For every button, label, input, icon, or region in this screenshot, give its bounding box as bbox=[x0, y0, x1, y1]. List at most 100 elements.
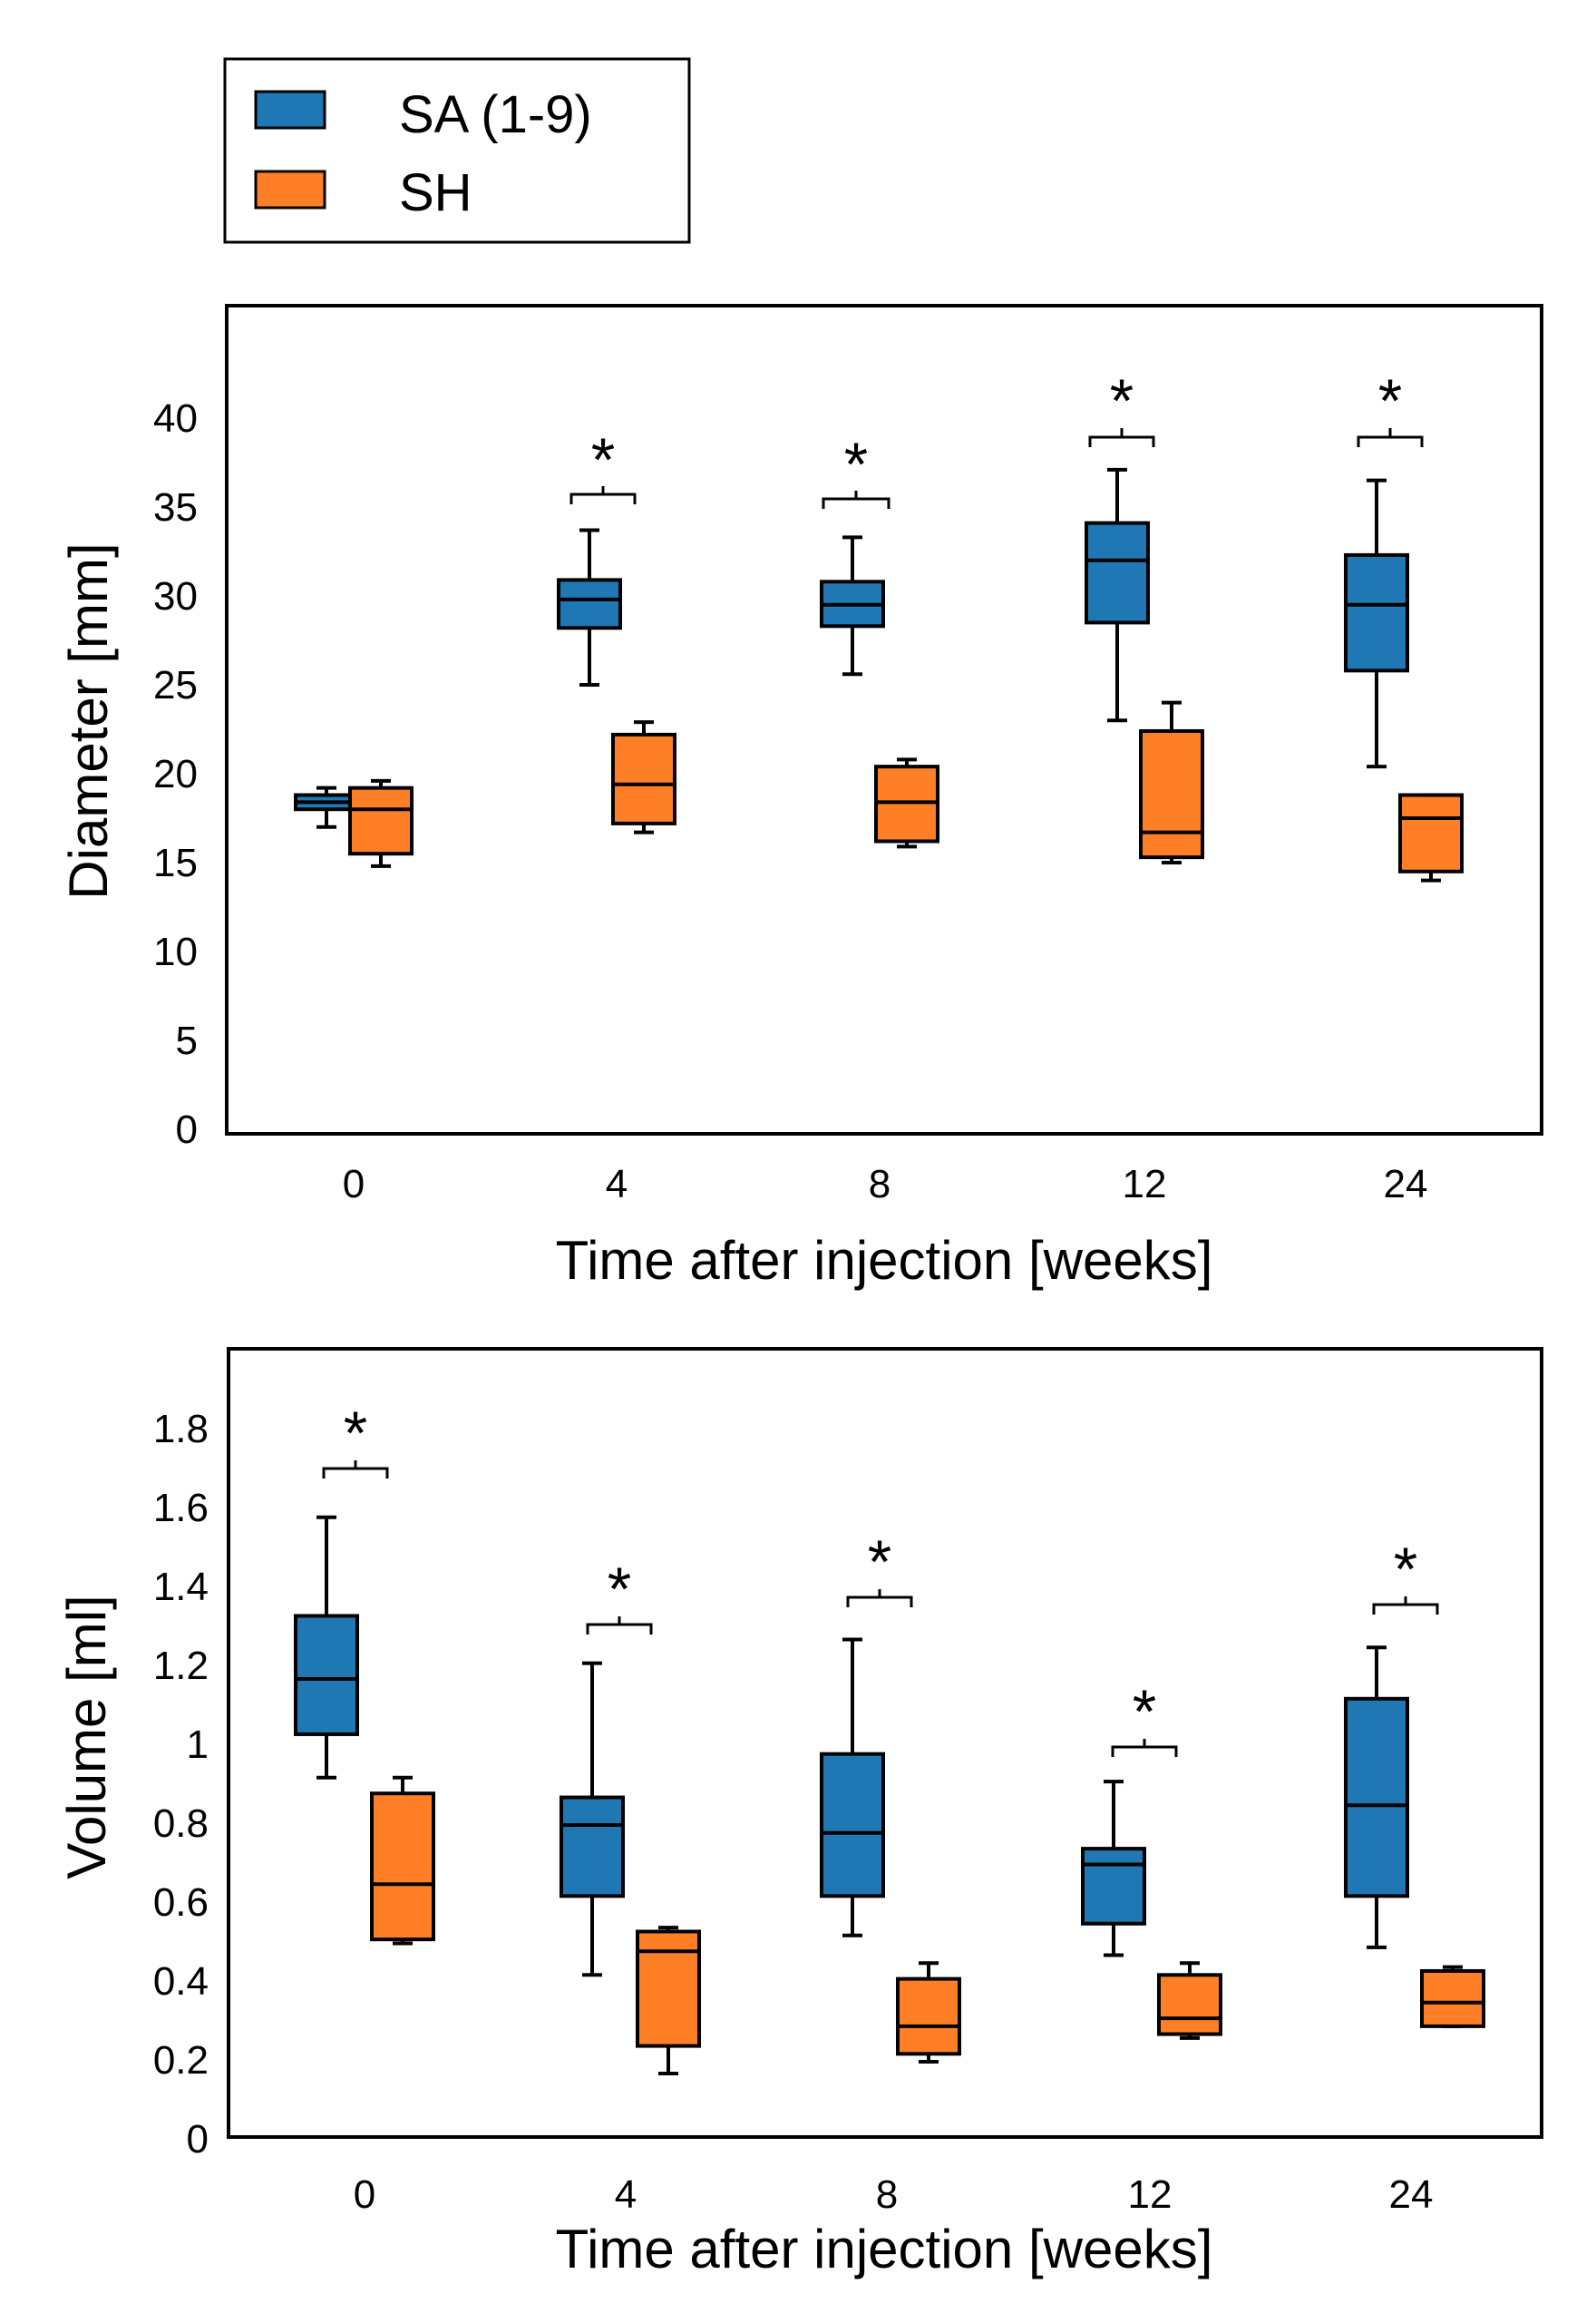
significance-bracket bbox=[1111, 1739, 1178, 1757]
significance-bracket bbox=[569, 486, 637, 504]
volume-significance: * * * * * bbox=[322, 1399, 1439, 1757]
diameter-ytick: 30 bbox=[153, 574, 198, 619]
box-iqr bbox=[1139, 728, 1204, 860]
significance-star: * bbox=[1394, 1535, 1417, 1604]
box-iqr bbox=[294, 1614, 359, 1736]
significance-star: * bbox=[608, 1555, 631, 1624]
box-sh-24 bbox=[1420, 1965, 1485, 2028]
box-sa-0 bbox=[294, 1515, 359, 1780]
volume-ytick: 1.8 bbox=[153, 1407, 209, 1451]
diameter-ytick: 15 bbox=[153, 841, 198, 885]
diameter-xtick: 12 bbox=[1123, 1162, 1167, 1206]
diameter-boxes bbox=[294, 467, 1464, 883]
legend: SA (1-9) SH bbox=[223, 57, 691, 244]
significance-star: * bbox=[868, 1527, 891, 1596]
volume-ytick: 1 bbox=[187, 1723, 209, 1767]
volume-xtick: 4 bbox=[615, 2172, 637, 2217]
significance-bracket bbox=[846, 1589, 913, 1607]
volume-yticks: 0 0.2 0.4 0.6 0.8 1 1.2 1.4 1.6 1.8 bbox=[153, 1407, 209, 2162]
volume-xtick: 8 bbox=[876, 2172, 898, 2217]
box-sh-12 bbox=[1139, 700, 1204, 864]
box-iqr bbox=[636, 1929, 701, 2048]
box-iqr bbox=[1344, 1696, 1409, 1898]
box-sh-12 bbox=[1157, 1961, 1222, 2040]
box-sh-8 bbox=[874, 757, 939, 849]
box-iqr bbox=[557, 578, 622, 630]
significance-bracket bbox=[322, 1460, 389, 1479]
box-iqr bbox=[820, 1752, 885, 1898]
diameter-yticks: 0 5 10 15 20 25 30 35 40 bbox=[153, 396, 198, 1152]
volume-xtick: 0 bbox=[354, 2172, 375, 2217]
significance-bracket bbox=[822, 491, 890, 509]
box-sa-24 bbox=[1344, 478, 1409, 769]
box-sa-8 bbox=[820, 1637, 885, 1937]
box-iqr bbox=[348, 786, 414, 856]
box-iqr bbox=[1420, 1968, 1485, 2028]
box-sa-4 bbox=[557, 528, 622, 687]
volume-plot-frame bbox=[227, 1347, 1543, 2139]
diameter-chart: 0 5 10 15 20 25 30 35 40 0 4 8 12 24 Dia… bbox=[58, 304, 1543, 1291]
box-sa-24 bbox=[1344, 1645, 1409, 1949]
box-iqr bbox=[1398, 793, 1464, 873]
significance-star: * bbox=[1110, 366, 1134, 435]
volume-xtick: 12 bbox=[1128, 2172, 1173, 2217]
significance-star: * bbox=[1133, 1677, 1156, 1746]
legend-label-sh: SH bbox=[399, 163, 472, 222]
box-sa-8 bbox=[820, 535, 885, 677]
legend-frame bbox=[223, 57, 691, 244]
diameter-plot-frame bbox=[225, 304, 1543, 1136]
box-sa-0 bbox=[294, 786, 359, 829]
volume-xticks: 0 4 8 12 24 bbox=[354, 2172, 1434, 2217]
volume-ytick: 0.2 bbox=[153, 2038, 209, 2083]
volume-x-axis-title: Time after injection [weeks] bbox=[556, 2219, 1213, 2279]
box-sh-0 bbox=[348, 778, 414, 868]
diameter-ytick: 0 bbox=[176, 1108, 198, 1152]
significance-bracket bbox=[586, 1616, 653, 1635]
diameter-xtick: 8 bbox=[869, 1162, 890, 1206]
box-sh-8 bbox=[896, 1961, 961, 2064]
significance-star: * bbox=[344, 1399, 367, 1468]
box-iqr bbox=[560, 1795, 625, 1898]
volume-ytick: 1.2 bbox=[153, 1644, 209, 1688]
volume-ytick: 1.6 bbox=[153, 1486, 209, 1530]
diameter-y-axis-title: Diameter [mm] bbox=[58, 542, 119, 899]
volume-boxes bbox=[294, 1515, 1485, 2076]
box-iqr bbox=[1344, 552, 1409, 673]
box-iqr bbox=[1157, 1973, 1222, 2036]
significance-star: * bbox=[591, 425, 615, 494]
legend-swatch-sh bbox=[254, 170, 326, 210]
legend-swatch-sa bbox=[254, 90, 326, 130]
box-sa-12 bbox=[1081, 1780, 1146, 1957]
box-iqr bbox=[370, 1791, 435, 1942]
volume-ytick: 0.8 bbox=[153, 1801, 209, 1846]
volume-ytick: 0.4 bbox=[153, 1959, 209, 2004]
diameter-xticks: 0 4 8 12 24 bbox=[343, 1162, 1428, 1206]
diameter-ytick: 35 bbox=[153, 485, 198, 530]
volume-xtick: 24 bbox=[1389, 2172, 1434, 2217]
volume-ytick: 1.4 bbox=[153, 1565, 209, 1609]
diameter-ytick: 25 bbox=[153, 663, 198, 708]
box-sa-4 bbox=[560, 1661, 625, 1977]
box-sh-4 bbox=[611, 720, 676, 834]
box-sh-0 bbox=[370, 1775, 435, 1946]
box-sh-24 bbox=[1398, 793, 1464, 883]
diameter-ytick: 20 bbox=[153, 752, 198, 796]
significance-bracket bbox=[1088, 428, 1155, 447]
diameter-x-axis-title: Time after injection [weeks] bbox=[556, 1230, 1213, 1291]
diameter-xtick: 0 bbox=[343, 1162, 365, 1206]
legend-label-sa: SA (1-9) bbox=[399, 85, 592, 144]
box-iqr bbox=[1085, 521, 1150, 625]
diameter-xtick: 24 bbox=[1384, 1162, 1428, 1206]
box-iqr bbox=[896, 1976, 961, 2056]
box-sa-12 bbox=[1085, 467, 1150, 723]
box-iqr bbox=[1081, 1847, 1146, 1926]
volume-y-axis-title: Volume [ml] bbox=[56, 1595, 117, 1879]
diameter-ytick: 10 bbox=[153, 930, 198, 974]
significance-star: * bbox=[844, 430, 868, 499]
volume-ytick: 0 bbox=[187, 2117, 209, 2162]
diameter-ytick: 5 bbox=[176, 1019, 198, 1063]
significance-star: * bbox=[1378, 366, 1402, 435]
diameter-significance: * * * * bbox=[569, 366, 1424, 509]
diameter-xtick: 4 bbox=[606, 1162, 628, 1206]
